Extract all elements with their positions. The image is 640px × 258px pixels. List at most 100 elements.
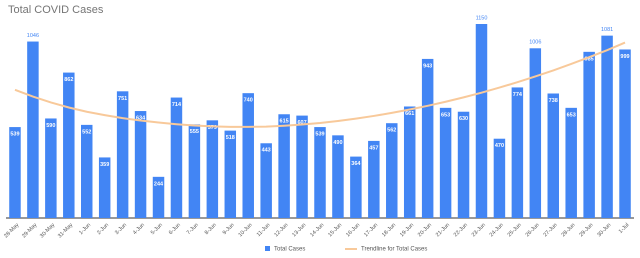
bar xyxy=(601,35,613,218)
bar xyxy=(386,123,398,218)
x-tick-label: 3-Jun xyxy=(114,222,128,236)
bar xyxy=(403,106,416,218)
data-label: 590 xyxy=(46,123,55,129)
data-label: 244 xyxy=(154,181,164,187)
bar xyxy=(116,91,129,218)
data-label: 457 xyxy=(369,145,378,151)
data-label: 985 xyxy=(585,56,594,62)
bar xyxy=(134,111,147,218)
x-tick-label: 23-Jun xyxy=(471,222,487,238)
bar xyxy=(81,124,93,218)
data-label: 653 xyxy=(567,112,576,118)
bar xyxy=(63,72,75,218)
bar xyxy=(332,135,344,218)
x-tick-label: 13-Jun xyxy=(291,222,307,238)
x-tick-label: 16-Jun xyxy=(345,222,361,238)
data-label: 634 xyxy=(136,116,146,122)
bar xyxy=(547,93,559,218)
chart-title: Total COVID Cases xyxy=(8,4,104,16)
x-tick-label: 27-Jun xyxy=(543,222,559,238)
data-label: 1150 xyxy=(476,15,488,21)
bar xyxy=(350,156,362,218)
x-tick-label: 28-May xyxy=(3,222,20,239)
bar xyxy=(152,176,165,218)
x-tick-label: 4-Jun xyxy=(132,222,146,236)
bar xyxy=(583,51,595,219)
data-label: 630 xyxy=(459,116,468,122)
x-tick-label: 14-Jun xyxy=(309,222,325,238)
x-tick-label: 6-Jun xyxy=(168,222,182,236)
trendline xyxy=(14,41,626,128)
data-label: 738 xyxy=(549,98,558,104)
bar xyxy=(619,49,631,219)
x-tick-label: 1-Jun xyxy=(78,222,92,236)
bar xyxy=(170,97,183,218)
data-label: 562 xyxy=(387,128,396,134)
bar xyxy=(368,140,380,218)
data-label: 539 xyxy=(10,132,19,138)
legend-label: Trendline for Total Cases xyxy=(361,247,427,253)
bar xyxy=(529,48,542,218)
x-tick-label: 2-Jun xyxy=(96,222,110,236)
x-tick-label: 9-Jun xyxy=(222,222,236,236)
data-label: 443 xyxy=(262,148,271,154)
bar xyxy=(457,111,470,218)
legend-label: Total Cases xyxy=(274,247,305,253)
bar xyxy=(242,93,254,218)
data-label: 1081 xyxy=(601,27,613,33)
x-tick-label: 7-Jun xyxy=(186,222,200,236)
data-label: 470 xyxy=(495,143,504,149)
bar xyxy=(260,143,272,218)
x-tick-label: 5-Jun xyxy=(150,222,164,236)
x-tick-label: 20-Jun xyxy=(417,222,433,238)
bar xyxy=(296,115,308,218)
bar xyxy=(206,120,219,218)
data-label: 943 xyxy=(423,63,432,69)
data-label: 359 xyxy=(100,162,109,168)
data-label: 751 xyxy=(118,96,127,102)
x-tick-label: 12-Jun xyxy=(273,222,289,238)
bar xyxy=(98,157,111,218)
data-label: 714 xyxy=(172,102,182,108)
data-label: 579 xyxy=(208,125,217,131)
x-tick-label: 22-Jun xyxy=(453,222,469,238)
data-label: 364 xyxy=(351,161,361,167)
x-tick-label: 28-Jun xyxy=(560,222,576,238)
bar xyxy=(439,107,452,218)
data-label: 518 xyxy=(226,135,235,141)
x-tick-label: 29-Jun xyxy=(578,222,594,238)
x-tick-label: 30-Jun xyxy=(596,222,612,238)
x-tick-label: 21-Jun xyxy=(435,222,451,238)
x-tick-label: 15-Jun xyxy=(327,222,343,238)
data-label: 862 xyxy=(64,77,73,83)
x-tick-label: 1-Jul xyxy=(618,222,631,235)
data-label: 661 xyxy=(405,111,414,117)
x-tick-label: 30-May xyxy=(39,222,56,239)
data-label: 490 xyxy=(333,140,342,146)
bar xyxy=(421,58,434,218)
x-tick-label: 8-Jun xyxy=(204,222,218,236)
x-tick-label: 17-Jun xyxy=(363,222,379,238)
data-label: 539 xyxy=(315,132,324,138)
data-label: 552 xyxy=(82,129,91,135)
bar xyxy=(27,41,39,219)
x-tick-label: 31-May xyxy=(57,222,74,239)
bar xyxy=(475,24,488,218)
x-tick-label: 11-Jun xyxy=(256,222,272,238)
x-tick-label: 18-Jun xyxy=(381,222,397,238)
data-label: 607 xyxy=(297,120,306,126)
legend-swatch xyxy=(265,246,270,251)
data-label: 1046 xyxy=(27,33,39,39)
data-label: 999 xyxy=(620,54,629,60)
bar xyxy=(224,130,237,218)
bar xyxy=(9,127,21,218)
bar xyxy=(45,118,57,218)
data-label: 740 xyxy=(244,98,253,104)
data-label: 774 xyxy=(513,92,523,98)
data-label: 1006 xyxy=(529,40,541,46)
data-label: 615 xyxy=(280,119,289,125)
x-tick-label: 25-Jun xyxy=(507,222,523,238)
bar xyxy=(314,127,326,218)
bar xyxy=(511,87,524,218)
